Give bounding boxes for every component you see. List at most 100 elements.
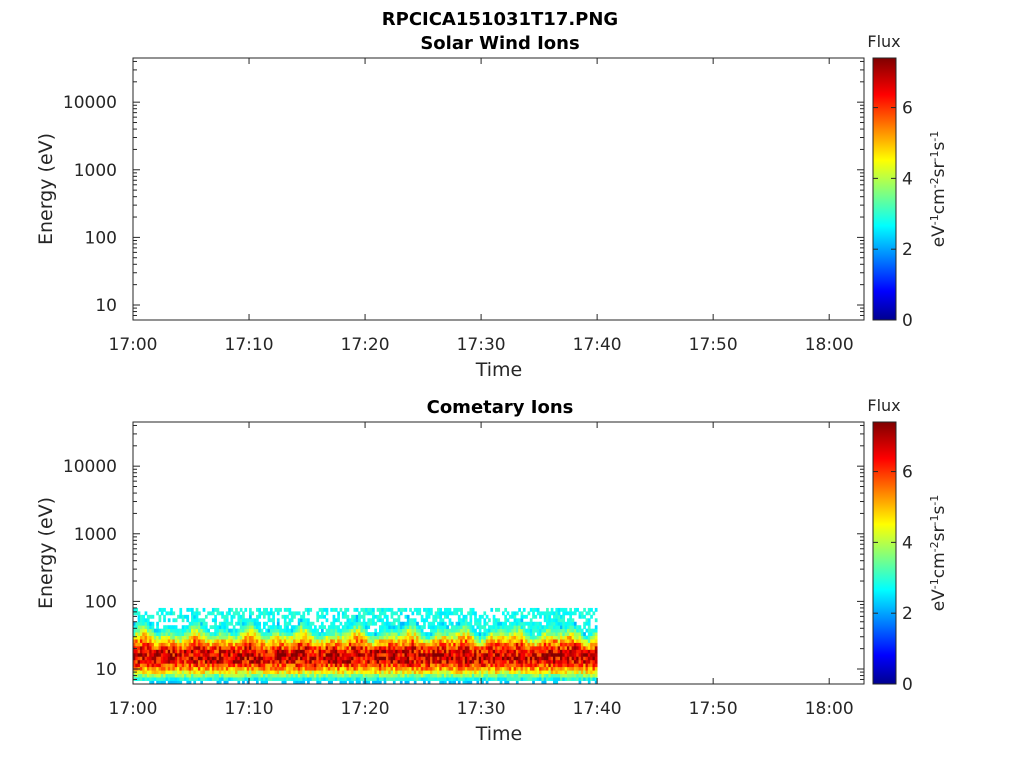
heatmap-cell [541,625,545,630]
heatmap-cell [279,632,282,636]
heatmap-cell [191,677,194,681]
heatmap-cell [566,677,570,681]
heatmap-cell [209,659,213,664]
heatmap-cell [430,663,433,668]
heatmap-cell [358,663,361,668]
heatmap-cell [179,673,183,678]
heatmap-cell [548,659,552,664]
heatmap-cell [362,639,366,643]
heatmap-cell [165,663,169,668]
heatmap-cell [453,680,456,685]
heatmap-cell [425,645,429,650]
heatmap-cell [471,645,475,650]
heatmap-cell [522,639,526,643]
heatmap-cell [228,607,231,612]
heatmap-cell [587,621,591,626]
heatmap-cell [165,645,169,650]
heatmap-cell [376,618,380,623]
heatmap-cell [337,632,340,636]
heatmap-cell [594,663,598,668]
heatmap-cell [209,639,213,643]
heatmap-cell [546,611,549,616]
heatmap-cell [221,625,224,630]
heatmap-cell [432,628,436,633]
heatmap-cell [135,611,139,616]
heatmap-cell [344,652,347,657]
heatmap-cell [564,649,568,654]
heatmap-cell [413,673,417,678]
heatmap-cell [177,670,180,675]
heatmap-cell [244,639,248,643]
heatmap-cell [576,639,579,643]
heatmap-cell [137,670,141,675]
heatmap-cell [557,625,561,630]
heatmap-cell [346,663,350,668]
heatmap-cell [464,677,468,681]
heatmap-cell [453,639,456,643]
heatmap-cell [474,628,477,633]
heatmap-cell [249,642,252,647]
heatmap-cell [181,666,185,671]
heatmap-cell [160,670,164,675]
heatmap-cell [476,659,480,664]
heatmap-cell [214,614,217,619]
heatmap-cell [372,663,375,668]
heatmap-cell [478,645,482,650]
heatmap-cell [388,666,391,671]
heatmap-cell [193,621,197,626]
heatmap-cell [474,666,477,671]
heatmap-cell [228,663,231,668]
heatmap-cell [181,670,185,675]
heatmap-cell [258,628,262,633]
heatmap-cell [485,632,489,636]
heatmap-cell [214,656,217,661]
heatmap-cell [172,611,176,616]
heatmap-cell [560,649,563,654]
heatmap-cell [441,611,445,616]
heatmap-cell [290,656,294,661]
heatmap-cell [525,635,528,640]
heatmap-cell [286,632,289,636]
heatmap-cell [179,635,183,640]
heatmap-cell [330,635,333,640]
heatmap-cell [446,673,450,678]
heatmap-cell [265,673,268,678]
heatmap-cell [578,677,582,681]
heatmap-cell [541,632,545,636]
heatmap-cell [146,618,150,623]
heatmap-cell [476,666,480,671]
heatmap-cell [525,659,528,664]
heatmap-cell [283,663,287,668]
heatmap-cell [443,673,447,678]
heatmap-cell [525,649,528,654]
heatmap-cell [216,680,220,685]
heatmap-cell [566,663,570,668]
heatmap-cell [532,659,535,664]
heatmap-cell [309,673,313,678]
heatmap-cell [448,680,452,685]
heatmap-cell [309,656,313,661]
heatmap-cell [508,614,512,619]
heatmap-cell [411,635,415,640]
heatmap-cell [499,652,503,657]
heatmap-cell [553,618,556,623]
heatmap-cell [346,632,350,636]
heatmap-cell [334,628,338,633]
heatmap-cell [279,642,282,647]
heatmap-cell [353,642,357,647]
heatmap-cell [416,673,419,678]
heatmap-cell [339,628,343,633]
heatmap-cell [497,670,501,675]
heatmap-cell [432,670,436,675]
heatmap-cell [358,673,361,678]
heatmap-cell [177,649,180,654]
heatmap-cell [423,659,426,664]
heatmap-cell [506,645,510,650]
heatmap-cell [211,642,215,647]
heatmap-cell [156,673,159,678]
heatmap-cell [536,645,540,650]
heatmap-cell [339,673,343,678]
heatmap-cell [302,677,306,681]
heatmap-cell [573,659,577,664]
heatmap-cell [478,652,482,657]
